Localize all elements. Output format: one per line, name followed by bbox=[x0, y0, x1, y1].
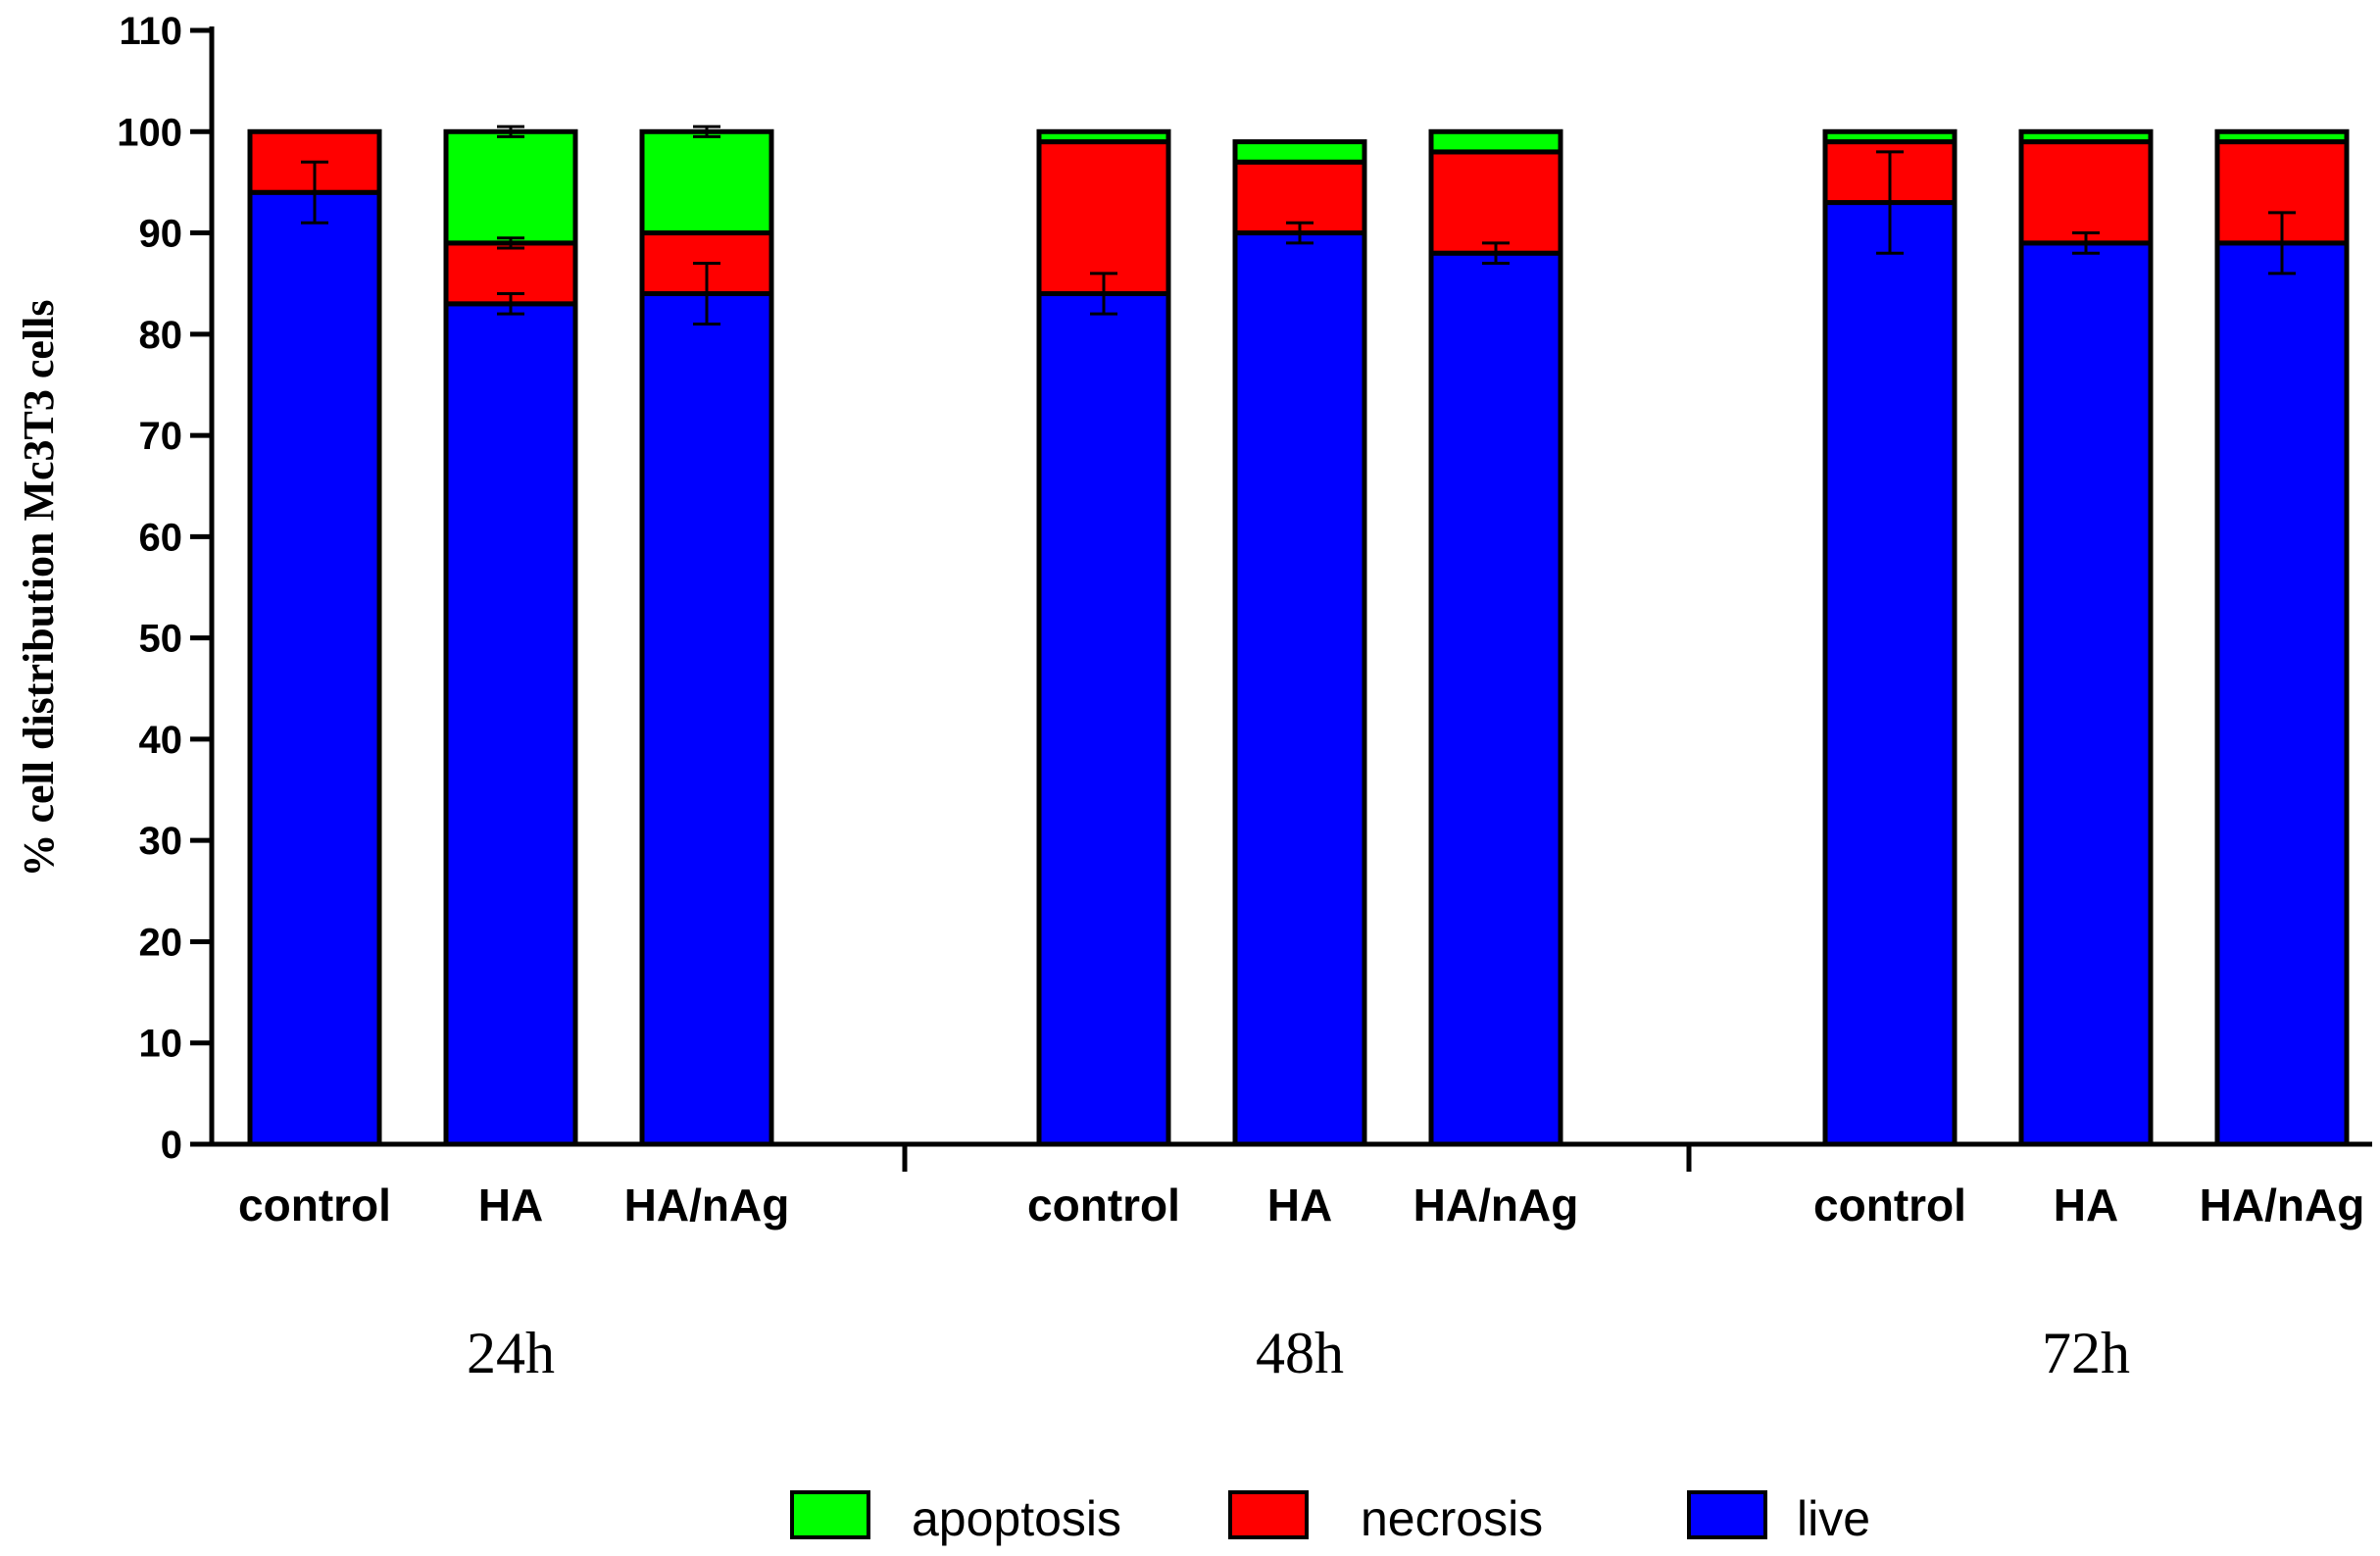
bar-segment-apoptosis bbox=[2018, 128, 2154, 145]
legend-label-necrosis: necrosis bbox=[1361, 1491, 1543, 1546]
y-tick-label: 110 bbox=[119, 10, 182, 53]
y-tick-label: 80 bbox=[139, 314, 183, 357]
bar-segment-apoptosis bbox=[1232, 139, 1367, 165]
legend: apoptosis necrosis live bbox=[790, 1490, 1870, 1546]
y-tick-label: 70 bbox=[139, 415, 183, 458]
group-label: 24h bbox=[467, 1321, 555, 1385]
legend-swatch-necrosis bbox=[1228, 1490, 1309, 1539]
x-tick-label: HA/nAg bbox=[2200, 1180, 2365, 1230]
bar-segment-apoptosis bbox=[2214, 128, 2350, 145]
bar-segment-live bbox=[1822, 200, 1958, 1147]
bar-segment-apoptosis bbox=[639, 128, 774, 236]
y-tick-label: 30 bbox=[139, 820, 183, 863]
bar-segment-live bbox=[1036, 291, 1171, 1147]
x-tick-label: HA bbox=[2054, 1180, 2118, 1230]
bar-segment-apoptosis bbox=[1822, 128, 1958, 145]
legend-label-live: live bbox=[1797, 1491, 1870, 1546]
x-tick-label: HA/nAg bbox=[624, 1180, 790, 1230]
plot-area bbox=[247, 125, 2350, 1147]
bar-segment-apoptosis bbox=[1036, 128, 1171, 145]
bar-segment-live bbox=[1232, 230, 1367, 1147]
bar-segment-live bbox=[2018, 240, 2154, 1147]
y-tick-label: 50 bbox=[139, 618, 183, 661]
bar-segment-necrosis bbox=[2018, 139, 2154, 246]
legend-swatch-live bbox=[1687, 1490, 1767, 1539]
group-label: 48h bbox=[1256, 1321, 1344, 1385]
x-tick-label: control bbox=[1813, 1180, 1966, 1230]
x-tick-label: control bbox=[238, 1180, 391, 1230]
axes: control HA HA/nAg 24h control HA HA/nAg 48h cont… bbox=[117, 10, 2372, 1385]
legend-swatch-apoptosis bbox=[790, 1490, 870, 1539]
bar-segment-necrosis bbox=[1428, 149, 1563, 256]
bar-segment-live bbox=[1428, 250, 1563, 1147]
y-tick-label: 20 bbox=[139, 921, 183, 964]
x-tick-label: HA bbox=[1267, 1180, 1332, 1230]
y-tick-label: 10 bbox=[139, 1023, 183, 1066]
x-tick-label: control bbox=[1027, 1180, 1180, 1230]
bar-segment-apoptosis bbox=[1428, 128, 1563, 155]
group-label: 72h bbox=[2042, 1321, 2130, 1385]
y-tick-label: 100 bbox=[117, 111, 182, 154]
x-tick-label: HA bbox=[478, 1180, 543, 1230]
y-tick-label: 60 bbox=[139, 516, 183, 559]
y-tick-label: 0 bbox=[161, 1124, 182, 1167]
x-tick-label: HA/nAg bbox=[1413, 1180, 1579, 1230]
legend-label-apoptosis: apoptosis bbox=[912, 1491, 1121, 1546]
bar-segment-live bbox=[443, 301, 578, 1147]
bar-segment-live bbox=[247, 189, 382, 1147]
y-tick-label: 40 bbox=[139, 719, 183, 762]
bar-segment-live bbox=[639, 291, 774, 1147]
bar-segment-live bbox=[2214, 240, 2350, 1147]
y-axis-title: % cell distribution Mc3T3 cells bbox=[15, 299, 63, 877]
bar-segment-apoptosis bbox=[443, 128, 578, 246]
bar-segment-necrosis bbox=[1036, 139, 1171, 297]
y-tick-label: 90 bbox=[139, 213, 183, 256]
